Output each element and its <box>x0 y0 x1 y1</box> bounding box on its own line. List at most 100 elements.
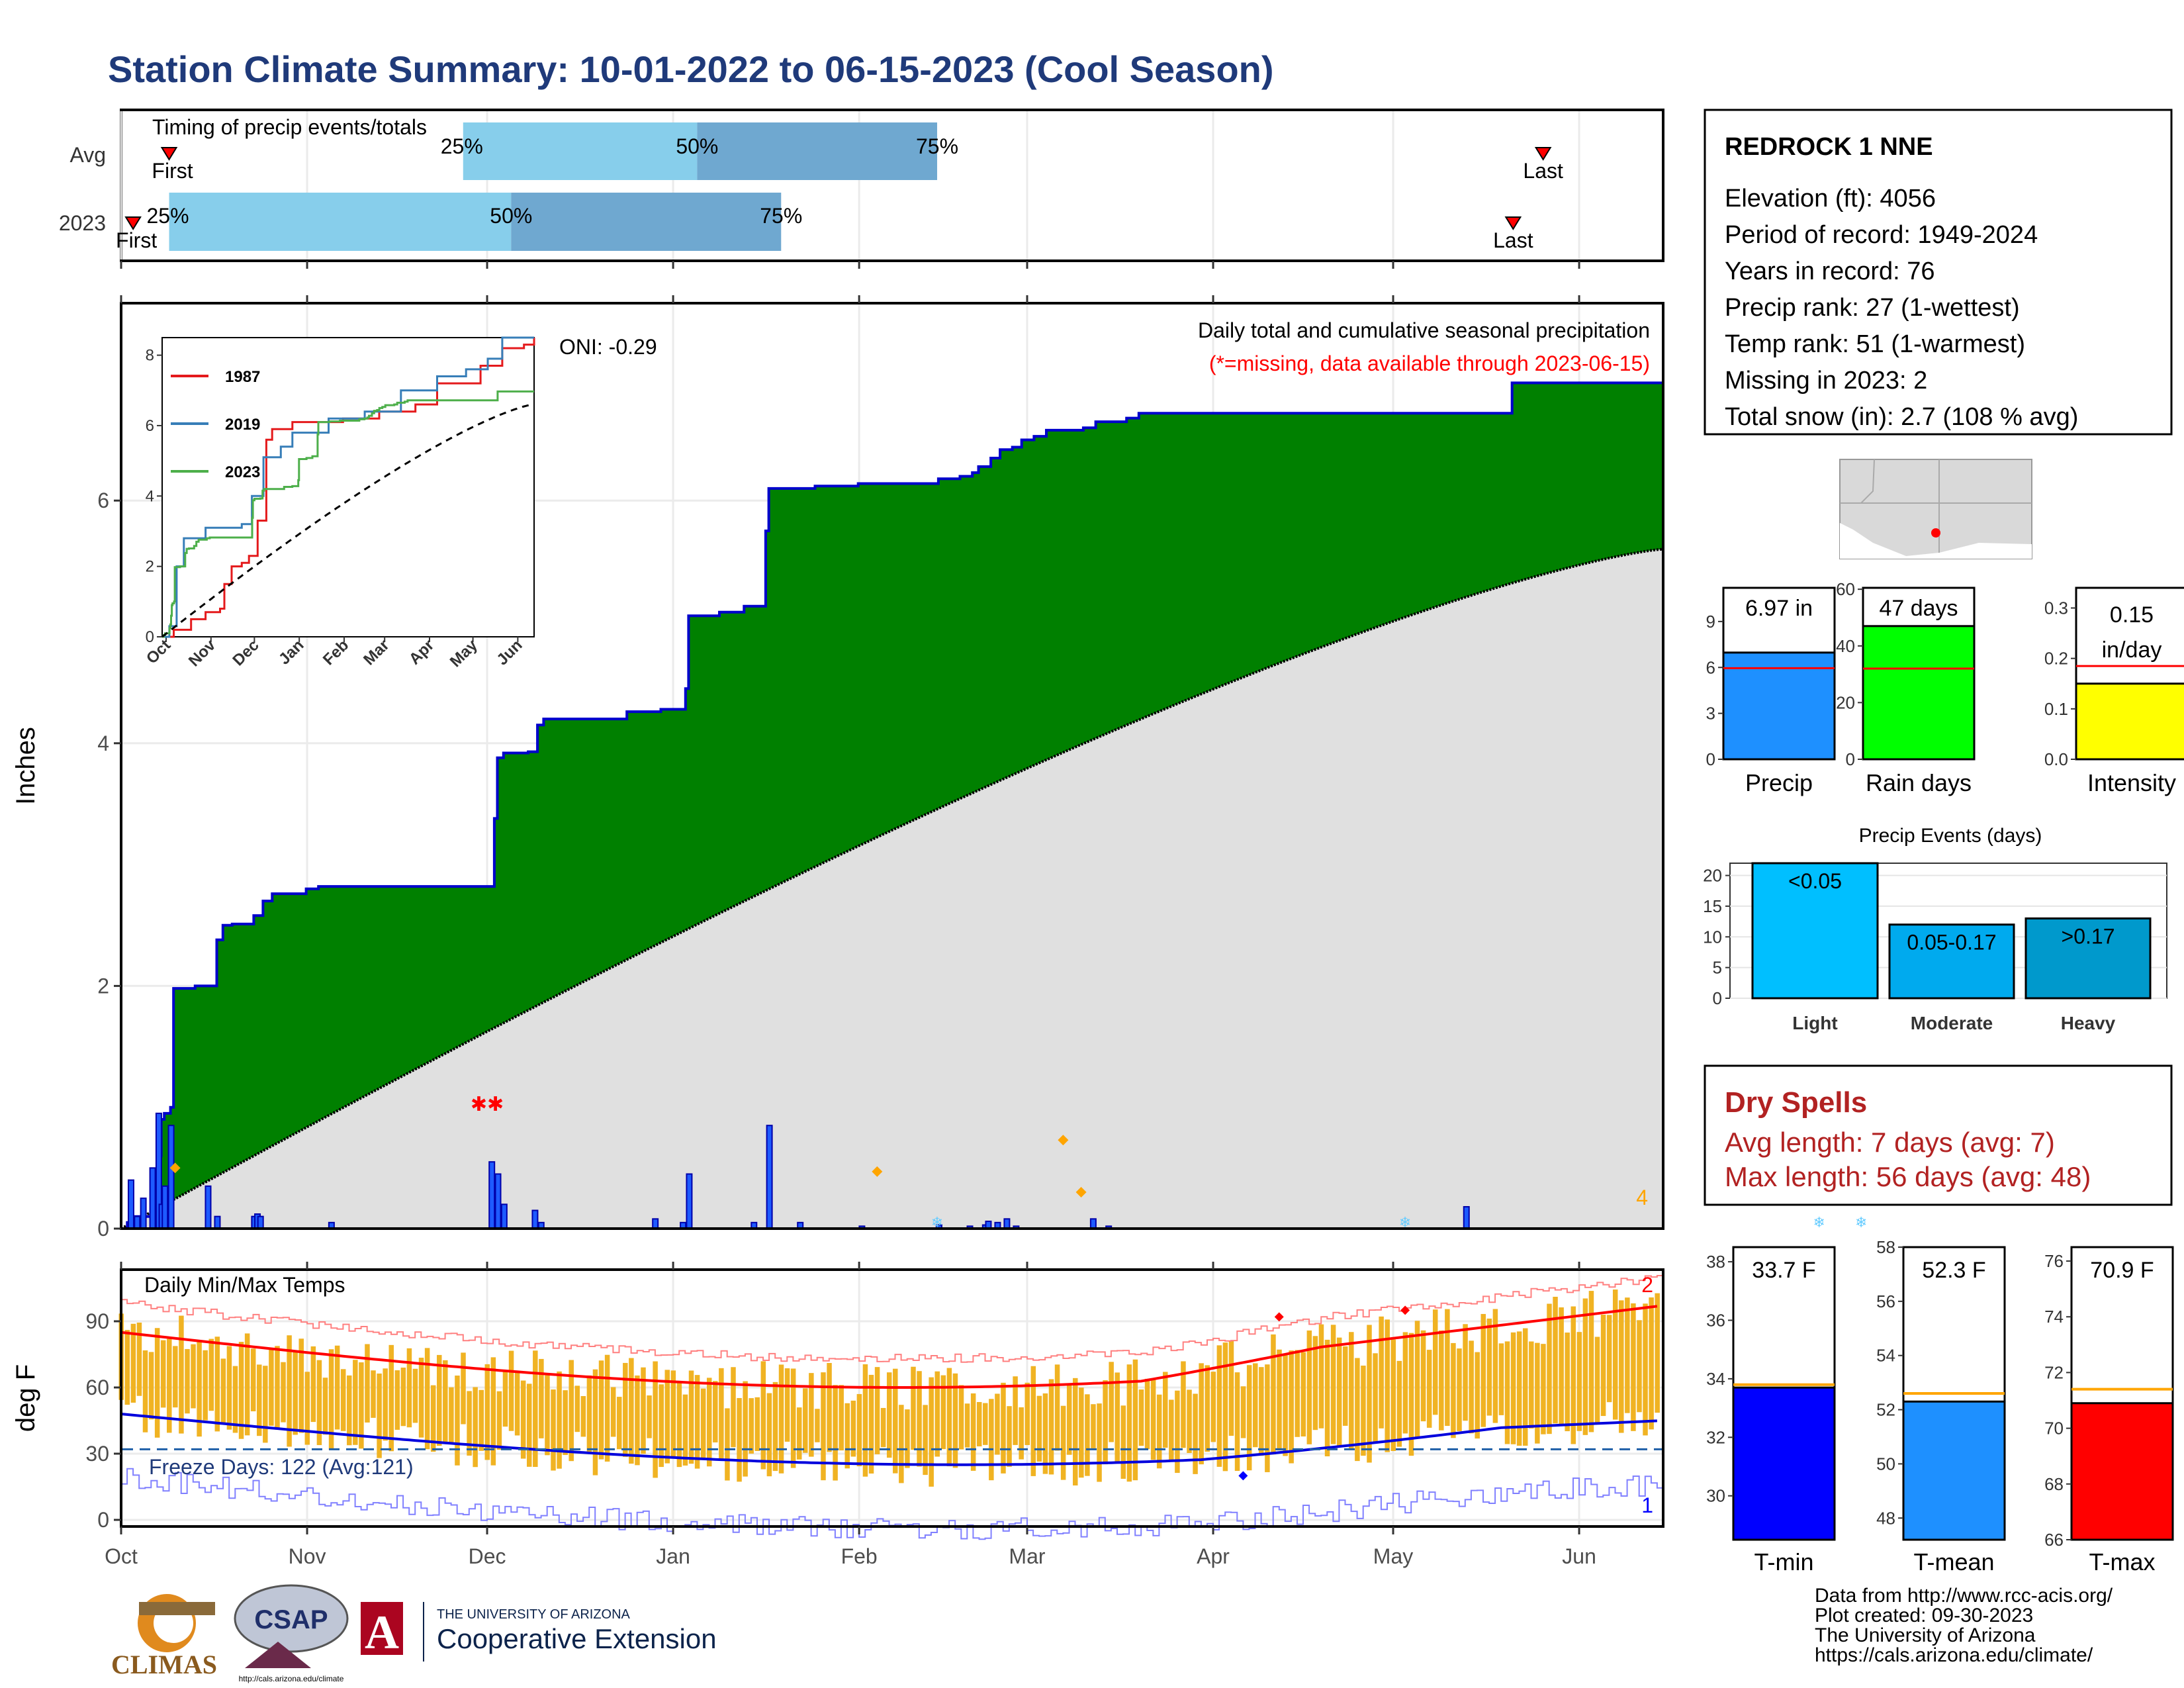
daily-temp-range-bar <box>670 1370 676 1458</box>
daily-temp-range-bar <box>1480 1313 1486 1427</box>
page-title: Station Climate Summary: 10-01-2022 to 0… <box>108 48 1274 90</box>
record-high-marker <box>1400 1305 1410 1315</box>
daily-temp-range-bar <box>1181 1361 1186 1448</box>
daily-temp-range-bar <box>821 1372 826 1481</box>
events-ytick-label: 10 <box>1703 927 1722 947</box>
daily-temp-range-bar <box>1265 1364 1270 1472</box>
daily-temp-range-bar <box>1054 1364 1060 1451</box>
temp-summary-ytick-label: 72 <box>2044 1362 2064 1382</box>
daily-temp-range-bar <box>706 1378 712 1467</box>
snow-marker <box>1075 1187 1087 1198</box>
daily-temp-range-bar <box>328 1349 334 1450</box>
daily-precip-bar <box>149 1167 156 1229</box>
daily-temp-range-bar <box>653 1361 658 1478</box>
daily-precip-bar <box>494 1173 502 1230</box>
daily-precip-bar <box>134 1215 141 1230</box>
daily-temp-range-bar <box>1439 1330 1444 1430</box>
events-ytick-label: 0 <box>1713 988 1722 1008</box>
daily-temp-range-bar <box>238 1342 244 1439</box>
daily-temp-range-bar <box>1132 1359 1138 1481</box>
daily-temp-range-bar <box>664 1370 670 1464</box>
temp-title: Daily Min/Max Temps <box>144 1273 345 1297</box>
daily-temp-range-bar <box>893 1368 898 1474</box>
daily-temp-range-bar <box>923 1405 928 1476</box>
temp-summary-ytick-label: 70 <box>2044 1419 2064 1438</box>
inset-ytick-label: 4 <box>146 487 154 505</box>
daily-temp-range-bar <box>946 1368 952 1467</box>
daily-temp-range-bar <box>257 1364 262 1436</box>
temp-summary-ytick-label: 32 <box>1706 1427 1725 1447</box>
raindays-ytick-label: 20 <box>1836 692 1855 712</box>
daily-temp-range-bar <box>514 1372 520 1436</box>
daily-temp-range-bar <box>1402 1332 1408 1434</box>
daily-temp-range-bar <box>1600 1315 1606 1417</box>
daily-temp-range-bar <box>1048 1379 1054 1475</box>
daily-temp-range-bar <box>899 1405 904 1483</box>
daily-temp-range-bar <box>737 1397 742 1482</box>
daily-precip-bar <box>686 1173 693 1230</box>
daily-temp-range-bar <box>1469 1340 1474 1434</box>
timing-bar-50-75 <box>511 193 782 251</box>
snow-flake-marker: ❄ <box>931 1214 943 1231</box>
station-frame <box>1704 109 2173 436</box>
daily-temp-range-bar <box>1312 1336 1318 1430</box>
daily-temp-range-bar <box>1042 1393 1048 1474</box>
daily-temp-range-bar <box>983 1403 988 1445</box>
daily-temp-range-bar <box>1655 1293 1660 1413</box>
events-bar-label: <0.05 <box>1788 869 1842 893</box>
daily-temp-range-bar <box>623 1362 628 1457</box>
daily-temp-range-bar <box>569 1360 574 1462</box>
map-mexico <box>1840 523 2032 559</box>
precip-ytick-label: 6 <box>1706 657 1715 677</box>
daily-temp-range-bar <box>1504 1341 1510 1444</box>
daily-temp-range-bar <box>1036 1395 1042 1462</box>
temp-summary-ytick-label: 76 <box>2044 1251 2064 1271</box>
daily-temp-range-bar <box>298 1338 304 1433</box>
daily-temp-range-bar <box>1060 1405 1066 1480</box>
daily-temp-range-bar <box>551 1389 556 1471</box>
temp-summary-ytick-label: 38 <box>1706 1252 1725 1272</box>
summary-bar-charts: 0 3 6 9 Precip 6.97 in 0 20 40 60 Rain days 47 days… <box>1706 579 2184 796</box>
daily-temp-range-bar <box>731 1367 736 1448</box>
snow-marker <box>1058 1135 1069 1146</box>
daily-temp-range-bar <box>1649 1297 1654 1430</box>
daily-precip-bar <box>214 1215 221 1230</box>
daily-temp-range-bar <box>1510 1332 1516 1444</box>
inset-legend-label: 2023 <box>225 463 260 481</box>
temp-ytick-label: 60 <box>85 1376 109 1399</box>
daily-temp-range-bar <box>1457 1348 1462 1432</box>
temp-ytick-label: 0 <box>97 1508 109 1532</box>
daily-temp-range-bar <box>1336 1337 1342 1446</box>
snow-flake-marker: ❄ <box>1855 1214 1867 1231</box>
csap-logo-mountain <box>245 1642 311 1668</box>
daily-temp-range-bar <box>784 1368 790 1442</box>
temp-xtick-label: Oct <box>105 1544 138 1568</box>
daily-temp-range-bar <box>1420 1330 1426 1422</box>
snow-flake-marker: ❄ <box>1813 1214 1825 1231</box>
dry-spells-title: Dry Spells <box>1725 1086 1867 1119</box>
daily-temp-range-bar <box>868 1374 874 1474</box>
main-title: Daily total and cumulative seasonal prec… <box>1198 318 1650 342</box>
temp-summary-ytick-label: 74 <box>2044 1307 2064 1327</box>
daily-temp-range-bar <box>1240 1386 1246 1438</box>
daily-temp-range-bar <box>1606 1315 1612 1403</box>
daily-temp-range-bar <box>760 1361 766 1470</box>
record-high-marker <box>1274 1312 1284 1322</box>
daily-temp-range-bar <box>365 1344 370 1423</box>
csap-logo-url: http://cals.arizona.edu/climate <box>239 1674 344 1683</box>
station-name: REDROCK 1 NNE <box>1725 133 1933 161</box>
footer-line-created: Plot created: 09-30-2023 <box>1815 1605 2033 1626</box>
daily-temp-range-bar <box>340 1369 346 1431</box>
daily-temp-range-bar <box>557 1371 562 1469</box>
temp-summary-ytick-label: 50 <box>1876 1454 1895 1474</box>
daily-temp-range-bar <box>1385 1319 1390 1452</box>
temp-xtick-label: Dec <box>469 1544 506 1568</box>
daily-temp-range-bar <box>604 1354 610 1462</box>
daily-precip-bar <box>531 1209 539 1230</box>
climas-logo-bar <box>139 1602 215 1615</box>
daily-temp-range-bar <box>1570 1306 1576 1444</box>
daily-temp-range-bar <box>1426 1350 1432 1428</box>
daily-temp-range-bar <box>533 1350 538 1468</box>
temp-summary-label: T-mean <box>1913 1548 1994 1575</box>
